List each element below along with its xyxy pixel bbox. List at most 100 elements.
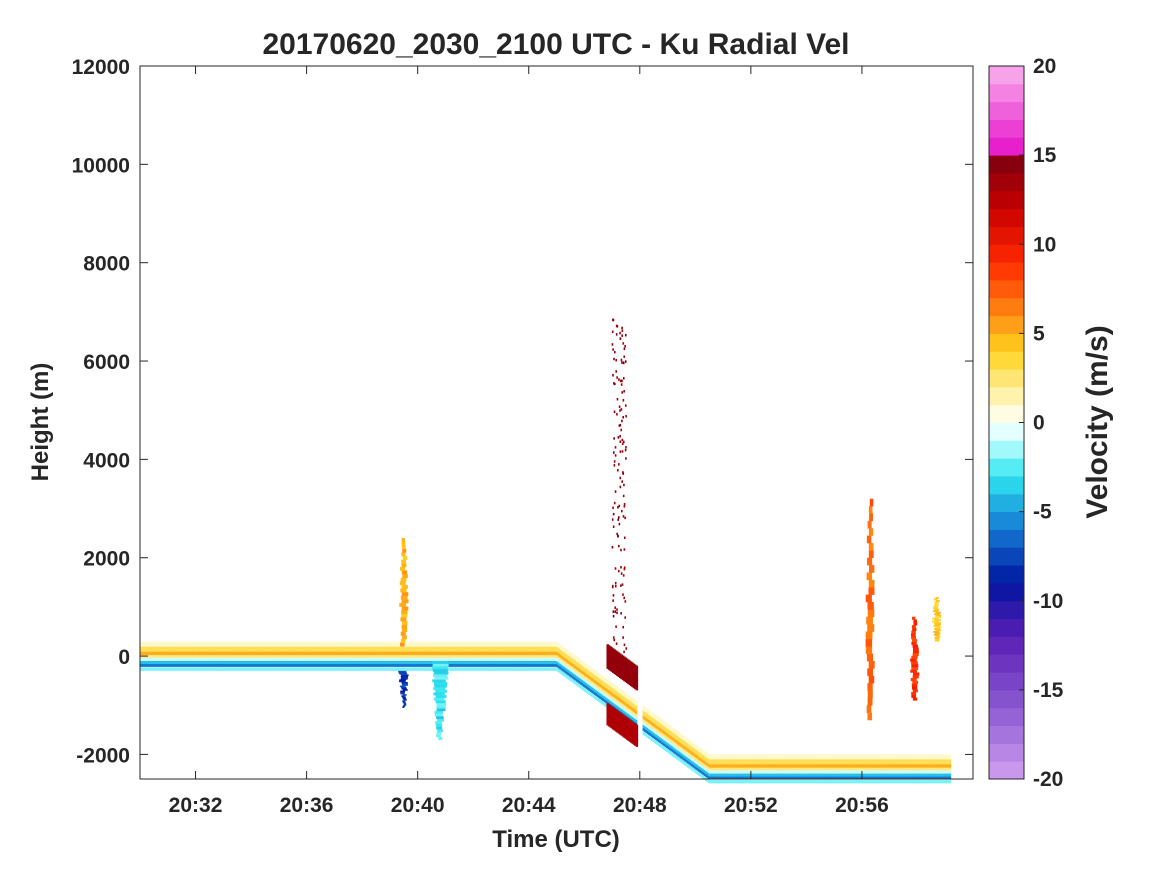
surface-echo (841, 773, 843, 777)
surface-echo (766, 767, 768, 772)
surface-echo (828, 770, 831, 774)
surface-echo (202, 660, 205, 664)
surface-echo (753, 776, 756, 780)
surface-echo (832, 773, 835, 777)
surface-echo (212, 641, 214, 647)
surface-echo (689, 756, 692, 760)
surface-echo (291, 655, 294, 659)
surface-echo (280, 658, 283, 661)
surface-echo (564, 653, 567, 659)
surface-echo (450, 658, 453, 661)
surface-echo (478, 651, 481, 657)
surface-echo (174, 660, 177, 664)
surface-echo (421, 646, 424, 652)
surface-echo (916, 770, 918, 774)
surface-echo (717, 773, 720, 777)
surface-echo (849, 773, 852, 777)
surface-echo (281, 651, 284, 657)
surface-echo (455, 641, 457, 647)
surface-echo (710, 754, 713, 760)
surface-echo (276, 663, 278, 667)
surface-echo (282, 667, 285, 671)
surface-echo (902, 764, 904, 770)
surface-echo (259, 655, 262, 659)
precip-echo (621, 655, 625, 681)
surface-echo (645, 729, 648, 733)
surface-echo (563, 652, 566, 658)
surface-echo (352, 641, 355, 647)
surface-echo (895, 779, 898, 784)
surface-echo (432, 641, 435, 647)
surface-echo (380, 658, 382, 661)
surface-echo (948, 764, 950, 770)
surface-echo (899, 764, 902, 770)
surface-echo (891, 759, 893, 765)
surface-echo (496, 651, 499, 657)
surface-echo (728, 767, 731, 772)
surface-echo (376, 658, 378, 661)
surface-echo (231, 658, 234, 661)
precip-echo (615, 359, 617, 362)
surface-echo (830, 764, 832, 770)
surface-echo (353, 663, 356, 667)
surface-echo (860, 764, 863, 770)
surface-echo (677, 747, 680, 751)
surface-echo (695, 770, 698, 774)
surface-echo (259, 667, 262, 671)
surface-echo (414, 655, 417, 659)
surface-echo (313, 651, 316, 657)
surface-echo (510, 651, 513, 657)
surface-echo (617, 700, 620, 705)
surface-echo (534, 660, 537, 664)
surface-echo (398, 658, 401, 661)
surface-echo (909, 776, 911, 780)
surface-echo (351, 667, 353, 671)
surface-echo (736, 754, 739, 760)
surface-echo (267, 646, 270, 652)
surface-echo (406, 663, 409, 667)
surface-echo (598, 686, 600, 690)
surface-echo (810, 776, 813, 780)
surface-echo (695, 757, 698, 762)
surface-echo (392, 641, 395, 647)
surface-echo (546, 660, 549, 664)
surface-echo (634, 709, 637, 715)
surface-echo (786, 764, 789, 770)
surface-echo (521, 641, 524, 647)
surface-echo (773, 767, 775, 772)
surface-echo (886, 773, 889, 777)
surface-echo (591, 693, 593, 697)
surface-echo (846, 779, 849, 784)
surface-echo (399, 658, 402, 661)
surface-echo (868, 770, 871, 774)
surface-echo (632, 717, 635, 721)
surface-echo (935, 754, 938, 760)
surface-echo (741, 773, 743, 777)
surface-echo (774, 754, 777, 760)
surface-echo (889, 767, 892, 772)
surface-echo (588, 679, 591, 683)
surface-echo (381, 663, 384, 667)
surface-echo (750, 779, 753, 784)
surface-echo (326, 660, 328, 664)
surface-echo (745, 779, 748, 784)
surface-echo (793, 754, 796, 760)
surface-echo (645, 717, 648, 723)
surface-echo (192, 646, 195, 652)
surface-echo (805, 773, 807, 777)
surface-echo (481, 655, 484, 659)
surface-echo (463, 660, 466, 664)
surface-echo (140, 660, 142, 664)
precip-echo (613, 437, 615, 440)
surface-echo (306, 658, 309, 661)
surface-echo (189, 658, 192, 661)
surface-echo (628, 695, 631, 701)
surface-echo (635, 716, 638, 720)
surface-echo (946, 770, 949, 774)
precip-echo (618, 504, 621, 508)
surface-echo (903, 767, 906, 772)
surface-echo (335, 663, 338, 667)
surface-echo (684, 746, 687, 752)
surface-echo (573, 676, 575, 680)
surface-echo (338, 663, 341, 667)
